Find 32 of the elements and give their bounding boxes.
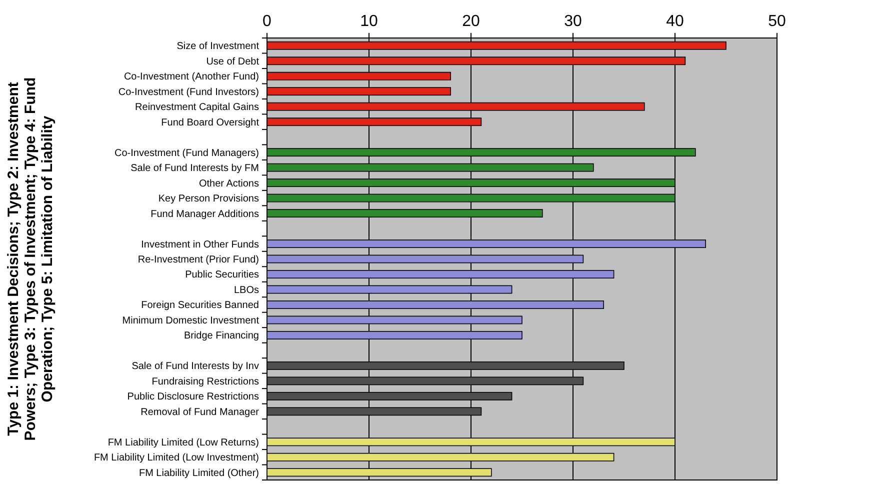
y-tick-label: Bridge Financing	[184, 330, 259, 342]
y-tick-label: Fund Board Oversight	[161, 117, 260, 128]
y-tick-label: Size of Investment	[176, 41, 260, 52]
y-tick-label: Co-Investment (Fund Managers)	[114, 148, 259, 159]
y-tick-label: Key Person Provisions	[158, 194, 259, 205]
x-tick-label: 50	[768, 13, 786, 30]
y-tick-label: Public Securities	[185, 270, 259, 281]
x-tick-label: 20	[462, 13, 480, 30]
y-tick-label: FM Liability Limited (Low Investment)	[94, 452, 259, 464]
x-tick-label: 0	[262, 13, 272, 30]
y-tick-label: Minimum Domestic Investment	[122, 315, 260, 326]
y-tick-label: Use of Debt	[206, 56, 260, 68]
y-tick-label: Investment in Other Funds	[141, 239, 259, 250]
y-tick-label: Sale of Fund Interests by FM	[130, 163, 259, 174]
y-tick-label: LBOs	[234, 284, 259, 296]
y-tick-label: Co-Investment (Another Fund)	[124, 72, 259, 83]
y-tick-label: FM Liability Limited (Other)	[138, 468, 259, 479]
y-tick-label: Foreign Securities Banned	[141, 300, 259, 312]
x-tick-label: 40	[666, 13, 684, 30]
y-tick-label: FM Liability Limited (Low Returns)	[108, 437, 259, 448]
y-tick-label: Public Disclosure Restrictions	[127, 392, 259, 403]
y-tick-label: Reinvestment Capital Gains	[135, 102, 259, 114]
x-tick-label: 30	[564, 13, 582, 30]
y-tick-label: Fundraising Restrictions	[152, 376, 259, 388]
y-tick-label: Removal of Fund Manager	[140, 406, 260, 418]
y-tick-label: Re-Investment (Prior Fund)	[138, 254, 259, 266]
x-tick-label: 10	[360, 13, 378, 30]
y-tick-label: Co-Investment (Fund Investors)	[118, 86, 259, 98]
y-tick-label: Sale of Fund Interests by Inv	[132, 361, 259, 372]
y-tick-label: Other Actions	[198, 178, 259, 190]
y-tick-label: Fund Manager Additions	[150, 208, 259, 220]
y-axis-title: Type 1: Investment Decisions; Type 2: Investment Powers; Type 3: Types of Investment; Type 4: Fund Operation; Type 5: Limitation of Liability	[5, 77, 56, 441]
